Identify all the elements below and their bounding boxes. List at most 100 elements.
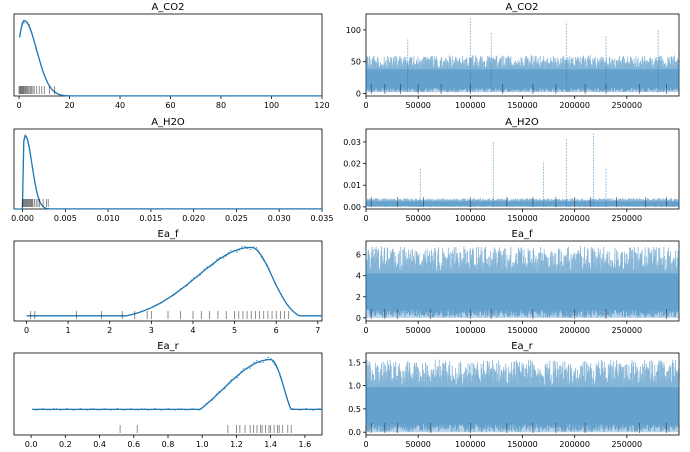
x-tick-label: 100000 — [455, 326, 486, 335]
x-tick-label: 0 — [363, 214, 368, 223]
x-tick-label: 200000 — [559, 101, 590, 110]
x-tick-label: 7 — [315, 326, 320, 335]
y-tick-label: 100 — [346, 26, 361, 35]
x-tick-label: 50000 — [405, 326, 430, 335]
x-tick-label: 150000 — [507, 440, 538, 449]
x-tick-label: 100000 — [455, 440, 486, 449]
y-tick-label: 2 — [356, 293, 361, 302]
y-tick-label: 0 — [356, 314, 361, 323]
x-tick-label: 1.6 — [299, 440, 312, 449]
x-tick-label: 250000 — [612, 214, 643, 223]
panel-a-co2-kde: A_CO2 0 20 40 60 80 100 120 — [13, 2, 330, 110]
x-tick-label: 50000 — [405, 214, 430, 223]
kde-chain-1-line — [32, 358, 322, 411]
y-tick-label: 0.01 — [343, 181, 361, 190]
plot-frame — [13, 13, 323, 97]
y-tick-label: 0.00 — [343, 203, 361, 212]
x-tick-label: 200000 — [559, 326, 590, 335]
y-tick-label: 0 — [356, 89, 361, 98]
x-tick-label: 250000 — [612, 440, 643, 449]
x-tick-label: 80 — [216, 101, 226, 110]
y-tick-label: 0.0 — [348, 428, 361, 437]
x-tick-label: 150000 — [507, 101, 538, 110]
x-tick-label: 0.035 — [311, 214, 334, 223]
panel-ea-f-kde: Ea_f 0 1 2 3 4 5 6 7 — [13, 229, 323, 335]
x-tick-label: 0.0 — [25, 440, 38, 449]
trace-samples-line — [365, 198, 680, 207]
x-tick-label: 0.8 — [162, 440, 175, 449]
x-tick-label: 0.020 — [182, 214, 205, 223]
x-tick-label: 0.015 — [139, 214, 162, 223]
y-tick-label: 0.5 — [348, 405, 361, 414]
x-tick-label: 6 — [274, 326, 279, 335]
x-tick-label: 50000 — [405, 440, 430, 449]
y-tick-label: 6 — [356, 251, 361, 260]
kde-chain-2-line — [32, 356, 323, 411]
trace-samples-line — [365, 359, 680, 433]
x-tick-label: 120 — [314, 101, 329, 110]
y-tick-label: 4 — [356, 272, 361, 281]
x-tick-label: 1.2 — [230, 440, 243, 449]
panel-ea-r-trace: Ea_r 0 50000 100000 150000 200000 250000 0.0 0.… — [348, 341, 680, 449]
trace-samples-line — [365, 55, 680, 93]
x-tick-label: 0 — [24, 326, 29, 335]
panel-ea-f-trace: Ea_f 0 50000 100000 150000 200000 250000 0 2 4 6 — [356, 229, 680, 335]
x-tick-label: 150000 — [507, 326, 538, 335]
kde-chain-1-line — [26, 246, 322, 317]
plot-frame — [13, 240, 323, 322]
x-tick-label: 250000 — [612, 101, 643, 110]
panel-title: A_CO2 — [151, 2, 184, 13]
panel-title: Ea_f — [512, 229, 533, 240]
x-tick-label: 3 — [149, 326, 154, 335]
x-tick-label: 150000 — [507, 214, 538, 223]
x-tick-label: 200000 — [559, 214, 590, 223]
x-tick-label: 1.0 — [196, 440, 209, 449]
y-tick-label: 50 — [351, 58, 361, 67]
x-tick-label: 0 — [17, 101, 22, 110]
y-tick-label: 1.0 — [348, 382, 361, 391]
x-tick-label: 0 — [363, 440, 368, 449]
panel-a-co2-trace: A_CO2 0 50000 100000 150000 200000 250000 0 50 1… — [346, 2, 680, 110]
x-tick-label: 1.4 — [264, 440, 277, 449]
x-tick-label: 0.005 — [54, 214, 77, 223]
x-tick-label: 100000 — [455, 101, 486, 110]
x-tick-label: 2 — [107, 326, 112, 335]
kde-chain-2-line — [19, 21, 322, 97]
x-tick-label: 200000 — [559, 440, 590, 449]
x-tick-label: 250000 — [612, 326, 643, 335]
x-tick-label: 0.025 — [225, 214, 248, 223]
x-tick-label: 0.4 — [93, 440, 106, 449]
x-tick-label: 0.000 — [11, 214, 34, 223]
panel-title: Ea_r — [511, 341, 533, 352]
x-tick-label: 4 — [190, 326, 195, 335]
x-tick-label: 0.6 — [127, 440, 140, 449]
x-tick-label: 20 — [64, 101, 74, 110]
x-tick-label: 0 — [363, 326, 368, 335]
kde-chain-1-line — [18, 19, 322, 97]
x-tick-label: 0 — [363, 101, 368, 110]
x-tick-label: 0.030 — [268, 214, 291, 223]
x-tick-label: 1 — [66, 326, 71, 335]
x-tick-label: 100 — [264, 101, 279, 110]
plot-frame — [13, 128, 323, 210]
x-tick-label: 100000 — [455, 214, 486, 223]
panel-title: Ea_f — [158, 229, 179, 240]
panel-title: A_H2O — [151, 117, 185, 128]
plot-frame — [365, 128, 680, 210]
kde-chain-2-line — [14, 136, 322, 210]
y-tick-label: 1.5 — [348, 358, 361, 367]
x-tick-label: 50000 — [405, 101, 430, 110]
panel-a-h2o-kde: A_H2O 0.000 0.005 0.010 0.015 0.020 0.025 0.03… — [11, 117, 333, 223]
panel-a-h2o-trace: A_H2O 0 50000 100000 150000 200000 250000 0.00… — [343, 117, 680, 223]
trace-samples-line — [365, 246, 680, 318]
panel-title: Ea_r — [157, 341, 179, 352]
kde-chain-1-line — [14, 134, 322, 210]
panel-title: A_H2O — [505, 117, 539, 128]
x-tick-label: 0.2 — [59, 440, 72, 449]
x-tick-label: 40 — [115, 101, 125, 110]
y-tick-label: 0.03 — [343, 138, 361, 147]
panel-ea-r-kde: Ea_r 0.0 0.2 0.4 0.6 0.8 1.0 1.2 1.4 1.6 — [13, 341, 323, 449]
panel-title: A_CO2 — [505, 2, 538, 13]
x-tick-label: 5 — [232, 326, 237, 335]
